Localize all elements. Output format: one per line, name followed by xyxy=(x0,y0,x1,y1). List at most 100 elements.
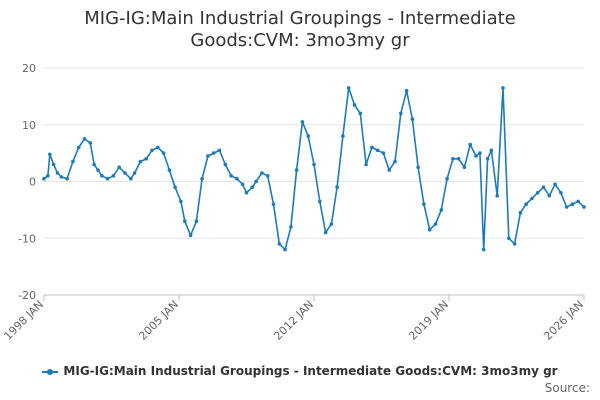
data-point[interactable] xyxy=(156,145,160,150)
data-point[interactable] xyxy=(329,222,334,226)
data-point[interactable] xyxy=(144,157,148,161)
data-point[interactable] xyxy=(223,162,228,167)
data-point[interactable] xyxy=(188,233,193,238)
data-point[interactable] xyxy=(173,185,177,189)
data-point[interactable] xyxy=(217,148,222,153)
data-point[interactable] xyxy=(132,171,137,175)
data-point[interactable] xyxy=(481,247,486,252)
data-point[interactable] xyxy=(161,151,166,155)
data-point[interactable] xyxy=(501,86,505,90)
data-point[interactable] xyxy=(559,191,563,195)
data-point[interactable] xyxy=(346,86,351,90)
data-point[interactable] xyxy=(194,219,199,223)
data-point[interactable] xyxy=(547,193,552,198)
data-point[interactable] xyxy=(399,111,403,116)
data-point[interactable] xyxy=(179,199,183,204)
data-point[interactable] xyxy=(318,199,322,204)
data-point[interactable] xyxy=(229,174,233,178)
data-point[interactable] xyxy=(518,210,523,215)
data-point[interactable] xyxy=(260,171,264,175)
data-point[interactable] xyxy=(576,199,580,204)
data-point[interactable] xyxy=(150,148,154,153)
data-point[interactable] xyxy=(439,208,444,212)
data-point[interactable] xyxy=(211,151,216,155)
data-point[interactable] xyxy=(200,176,204,181)
data-point[interactable] xyxy=(244,191,249,195)
data-point[interactable] xyxy=(582,205,586,209)
data-point[interactable] xyxy=(381,151,386,155)
data-point[interactable] xyxy=(88,141,93,145)
data-point[interactable] xyxy=(59,175,64,179)
data-point[interactable] xyxy=(387,168,392,172)
data-point[interactable] xyxy=(422,202,426,206)
data-point[interactable] xyxy=(294,168,299,172)
data-point[interactable] xyxy=(456,157,461,161)
data-point[interactable] xyxy=(250,185,255,189)
data-point[interactable] xyxy=(570,202,575,206)
data-point[interactable] xyxy=(289,225,293,229)
data-point[interactable] xyxy=(433,222,438,226)
data-point[interactable] xyxy=(393,159,397,164)
data-point[interactable] xyxy=(235,176,239,181)
data-point[interactable] xyxy=(462,165,467,170)
data-point[interactable] xyxy=(96,168,100,172)
data-point[interactable] xyxy=(478,151,482,155)
data-point[interactable] xyxy=(76,145,81,150)
data-point[interactable] xyxy=(206,154,210,158)
data-point[interactable] xyxy=(312,162,316,167)
data-point[interactable] xyxy=(495,193,500,198)
data-point[interactable] xyxy=(82,137,87,141)
data-point[interactable] xyxy=(364,162,368,167)
data-point[interactable] xyxy=(416,165,420,170)
data-point[interactable] xyxy=(265,174,270,178)
data-point[interactable] xyxy=(283,247,287,252)
data-point[interactable] xyxy=(485,157,490,161)
data-point[interactable] xyxy=(341,134,345,138)
data-point[interactable] xyxy=(352,103,357,107)
data-point[interactable] xyxy=(474,154,478,158)
data-point[interactable] xyxy=(489,148,494,153)
data-point[interactable] xyxy=(468,142,473,147)
data-point[interactable] xyxy=(306,134,311,138)
data-point[interactable] xyxy=(105,176,110,181)
data-point[interactable] xyxy=(42,176,46,181)
data-point[interactable] xyxy=(271,202,276,206)
data-point[interactable] xyxy=(410,117,415,121)
data-point[interactable] xyxy=(46,174,50,178)
data-point[interactable] xyxy=(335,185,339,189)
data-point[interactable] xyxy=(117,165,121,170)
data-point[interactable] xyxy=(123,171,127,175)
data-point[interactable] xyxy=(51,162,56,167)
data-point[interactable] xyxy=(240,182,245,187)
data-point[interactable] xyxy=(507,236,511,241)
data-point[interactable] xyxy=(167,168,172,172)
data-point[interactable] xyxy=(427,227,432,232)
data-point[interactable] xyxy=(111,174,116,178)
data-point[interactable] xyxy=(375,148,380,153)
data-point[interactable] xyxy=(300,120,305,124)
data-point[interactable] xyxy=(100,174,104,178)
data-point[interactable] xyxy=(71,159,75,164)
data-point[interactable] xyxy=(512,242,517,246)
data-point[interactable] xyxy=(55,171,60,175)
data-point[interactable] xyxy=(535,191,540,195)
data-point[interactable] xyxy=(254,179,258,184)
data-point[interactable] xyxy=(48,152,52,157)
data-point[interactable] xyxy=(541,185,546,189)
data-point[interactable] xyxy=(451,157,455,161)
data-point[interactable] xyxy=(404,88,409,93)
data-point[interactable] xyxy=(524,202,528,206)
data-point[interactable] xyxy=(138,159,143,164)
data-point[interactable] xyxy=(277,242,282,246)
data-point[interactable] xyxy=(445,176,449,181)
data-point[interactable] xyxy=(530,196,534,201)
data-point[interactable] xyxy=(553,182,557,187)
data-point[interactable] xyxy=(358,111,363,116)
data-point[interactable] xyxy=(65,176,69,181)
data-point[interactable] xyxy=(92,162,96,167)
data-point[interactable] xyxy=(129,176,133,181)
data-point[interactable] xyxy=(183,219,187,223)
data-point[interactable] xyxy=(564,205,569,209)
data-point[interactable] xyxy=(370,145,374,150)
data-point[interactable] xyxy=(323,230,328,235)
